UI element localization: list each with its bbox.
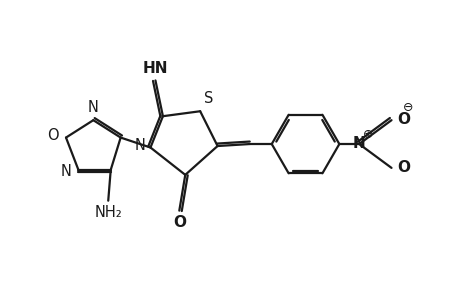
Text: O: O <box>397 112 409 127</box>
Text: O: O <box>173 215 185 230</box>
Text: N: N <box>134 138 145 153</box>
Text: S: S <box>203 91 213 106</box>
Text: N: N <box>88 100 99 115</box>
Text: N: N <box>352 136 365 151</box>
Text: N: N <box>61 164 71 179</box>
Text: NH₂: NH₂ <box>94 205 122 220</box>
Text: O: O <box>47 128 59 143</box>
Text: HN: HN <box>142 61 168 76</box>
Text: O: O <box>397 160 409 175</box>
Text: ⊖: ⊖ <box>402 101 412 114</box>
Text: ⊕: ⊕ <box>362 128 373 141</box>
